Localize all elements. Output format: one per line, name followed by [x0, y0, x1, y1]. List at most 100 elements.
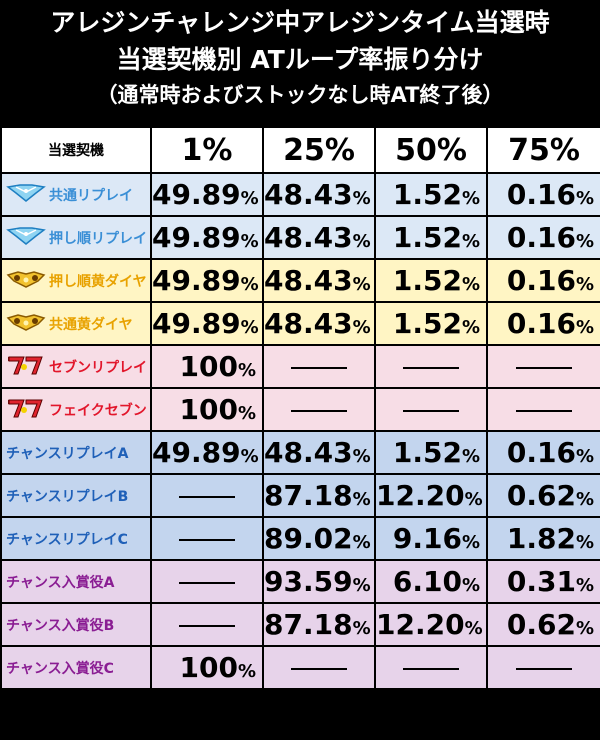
- trigger-name: チャンスリプレイC: [6, 531, 128, 548]
- rate-number: 0.62: [506, 608, 576, 641]
- percent-sign: %: [237, 403, 256, 424]
- trigger-name-cell: セブンリプレイ: [0, 344, 152, 389]
- empty-rate-cell: [262, 344, 376, 389]
- rate-number: 12.20: [376, 608, 465, 641]
- percent-sign: %: [237, 360, 256, 381]
- trigger-name-cell: 共通リプレイ: [0, 172, 152, 217]
- rate-value-cell: 0.16%: [486, 215, 600, 260]
- dash-line: [516, 410, 572, 412]
- rate-number: 100: [179, 350, 238, 383]
- rate-value-cell: 12.20%: [374, 473, 488, 518]
- rate-number: 48.43: [264, 264, 353, 297]
- rate-number: 1.52: [392, 221, 462, 254]
- rate-value-cell: 48.43%: [262, 301, 376, 346]
- rate-number: 6.10: [392, 565, 462, 598]
- percent-sign: %: [352, 618, 371, 639]
- percent-sign: %: [575, 188, 594, 209]
- trigger-name-cell: フェイクセブン: [0, 387, 152, 432]
- rate-value-cell: 0.62%: [486, 473, 600, 518]
- rate-number: 87.18: [264, 608, 353, 641]
- rate-number: 93.59: [264, 565, 353, 598]
- table-row: 共通黄ダイヤ 49.89% 48.43% 1.52% 0.16%: [0, 301, 600, 346]
- rate-value-cell: 1.52%: [374, 301, 488, 346]
- rate-value-cell: 100%: [150, 645, 264, 690]
- rate-number: 9.16: [392, 522, 462, 555]
- empty-rate-cell: [486, 387, 600, 432]
- rate-number: 87.18: [264, 479, 353, 512]
- dash-line: [291, 367, 347, 369]
- percent-sign: %: [240, 317, 259, 338]
- percent-sign: %: [575, 618, 594, 639]
- trigger-name-cell: チャンスリプレイA: [0, 430, 152, 475]
- percent-sign: %: [461, 274, 480, 295]
- percent-sign: %: [575, 446, 594, 467]
- empty-rate-cell: [374, 344, 488, 389]
- percent-sign: %: [461, 532, 480, 553]
- red-seven-icon: [6, 354, 46, 380]
- rate-value-cell: 49.89%: [150, 172, 264, 217]
- column-header: 75%: [486, 126, 600, 174]
- trigger-name: セブンリプレイ: [49, 359, 147, 376]
- rate-number: 1.52: [392, 178, 462, 211]
- table-row: セブンリプレイ 100%: [0, 344, 600, 389]
- trigger-name: チャンス入賞役B: [6, 617, 115, 634]
- rate-value-cell: 0.16%: [486, 301, 600, 346]
- trigger-name-cell: チャンス入賞役A: [0, 559, 152, 604]
- trigger-name: チャンス入賞役C: [6, 660, 114, 677]
- percent-sign: %: [240, 188, 259, 209]
- rate-number: 0.16: [506, 178, 576, 211]
- rate-number: 49.89: [152, 178, 241, 211]
- rate-value-cell: 87.18%: [262, 602, 376, 647]
- empty-rate-cell: [486, 344, 600, 389]
- rate-value-cell: 100%: [150, 344, 264, 389]
- rate-number: 12.20: [376, 479, 465, 512]
- title-line-3: （通常時およびストックなし時AT終了後）: [96, 83, 504, 107]
- percent-sign: %: [352, 317, 371, 338]
- trigger-name: チャンス入賞役A: [6, 574, 115, 591]
- rate-value-cell: 49.89%: [150, 430, 264, 475]
- rate-number: 0.16: [506, 436, 576, 469]
- rate-number: 48.43: [264, 178, 353, 211]
- rate-number: 0.16: [506, 221, 576, 254]
- empty-rate-cell: [486, 645, 600, 690]
- rate-number: 49.89: [152, 264, 241, 297]
- rate-value-cell: 1.52%: [374, 258, 488, 303]
- rate-value-cell: 93.59%: [262, 559, 376, 604]
- dash-line: [403, 410, 459, 412]
- empty-rate-cell: [374, 645, 488, 690]
- rate-number: 49.89: [152, 436, 241, 469]
- dash-line: [179, 539, 235, 541]
- dash-line: [291, 668, 347, 670]
- rate-number: 0.31: [506, 565, 576, 598]
- rate-number: 1.82: [506, 522, 576, 555]
- trigger-name: チャンスリプレイB: [6, 488, 129, 505]
- percent-sign: %: [575, 274, 594, 295]
- table-header-row: 当選契機 1% 25% 50% 75%: [0, 126, 600, 174]
- trigger-name: 押し順黄ダイヤ: [49, 273, 147, 290]
- percent-sign: %: [461, 446, 480, 467]
- table-row: チャンスリプレイA 49.89% 48.43% 1.52% 0.16%: [0, 430, 600, 475]
- percent-sign: %: [237, 661, 256, 682]
- rate-value-cell: 48.43%: [262, 172, 376, 217]
- rate-number: 100: [179, 651, 238, 684]
- empty-rate-cell: [262, 387, 376, 432]
- empty-rate-cell: [374, 387, 488, 432]
- trigger-name: 共通リプレイ: [49, 187, 133, 204]
- empty-rate-cell: [150, 602, 264, 647]
- percent-sign: %: [461, 188, 480, 209]
- trigger-name-cell: 押し順黄ダイヤ: [0, 258, 152, 303]
- rate-value-cell: 1.82%: [486, 516, 600, 561]
- column-header: 1%: [150, 126, 264, 174]
- trigger-name: 共通黄ダイヤ: [49, 316, 133, 333]
- rate-number: 48.43: [264, 436, 353, 469]
- rate-value-cell: 49.89%: [150, 258, 264, 303]
- page-header: アレジンチャレンジ中アレジンタイム当選時 当選契機別 ATループ率振り分け （通…: [0, 0, 600, 126]
- rate-value-cell: 48.43%: [262, 258, 376, 303]
- loop-rate-table: 当選契機 1% 25% 50% 75% 共通リプレイ 49.89% 48.43% 1.…: [0, 126, 600, 690]
- empty-rate-cell: [150, 516, 264, 561]
- yellow-gem-icon: [6, 269, 46, 293]
- rate-value-cell: 1.52%: [374, 430, 488, 475]
- dash-line: [516, 367, 572, 369]
- dash-line: [179, 582, 235, 584]
- percent-sign: %: [240, 274, 259, 295]
